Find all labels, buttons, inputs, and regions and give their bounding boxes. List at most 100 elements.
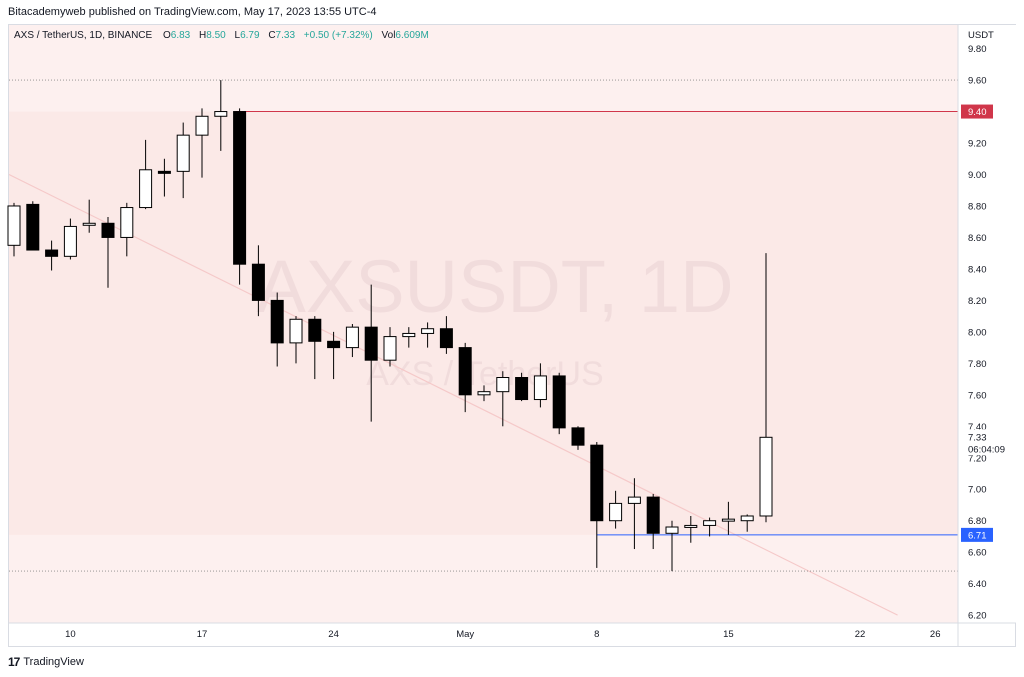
candle[interactable] xyxy=(233,108,247,285)
candle[interactable] xyxy=(251,245,265,317)
candle[interactable] xyxy=(195,108,209,178)
candle[interactable] xyxy=(515,372,529,402)
last-price-tag xyxy=(961,429,1015,456)
candle[interactable] xyxy=(684,515,698,543)
resistance-price-tag xyxy=(961,104,993,119)
candle-body xyxy=(571,427,585,446)
legend-o-label: O xyxy=(163,30,171,41)
candle-body xyxy=(552,375,566,429)
candle[interactable] xyxy=(327,331,341,380)
candle[interactable] xyxy=(439,316,453,354)
candle[interactable] xyxy=(458,342,472,413)
tradingview-logo-icon: 17 xyxy=(8,655,20,669)
time-tick-label: 22 xyxy=(855,629,866,640)
candle[interactable] xyxy=(308,316,322,380)
candle-body xyxy=(627,496,641,504)
candle[interactable] xyxy=(477,385,491,402)
candle[interactable] xyxy=(289,316,303,364)
price-tick-label: 8.00 xyxy=(968,327,987,338)
price-tick-label: 7.40 xyxy=(968,422,987,433)
candle-body xyxy=(139,169,153,209)
candle[interactable] xyxy=(7,202,21,257)
candle[interactable] xyxy=(627,478,641,550)
time-tick-label: 15 xyxy=(723,629,734,640)
candle[interactable] xyxy=(402,327,416,348)
price-tick-label: 8.60 xyxy=(968,233,987,244)
candle[interactable] xyxy=(26,201,40,251)
price-tick-label: 7.80 xyxy=(968,359,987,370)
candle-body xyxy=(63,225,77,257)
time-tick-label: 17 xyxy=(197,629,208,640)
footer: 17 TradingView xyxy=(8,655,84,669)
candle[interactable] xyxy=(740,514,754,532)
support-price-tag xyxy=(961,527,993,542)
candle[interactable] xyxy=(590,442,604,568)
candle-body xyxy=(646,496,660,534)
candle[interactable] xyxy=(82,199,96,233)
candle[interactable] xyxy=(45,240,59,271)
candle[interactable] xyxy=(665,520,679,572)
candle[interactable] xyxy=(421,322,435,348)
price-tick-label: 9.20 xyxy=(968,139,987,150)
candle-body xyxy=(703,520,717,526)
candle[interactable] xyxy=(63,218,77,260)
price-tick-label: 6.20 xyxy=(968,611,987,622)
candle[interactable] xyxy=(139,139,153,210)
candle-body xyxy=(233,111,247,265)
candle-body xyxy=(515,377,529,401)
candle-body xyxy=(120,207,134,238)
candle[interactable] xyxy=(383,327,397,367)
time-tick-label: 24 xyxy=(328,629,339,640)
legend-l-label: L xyxy=(235,30,241,41)
candle[interactable] xyxy=(552,372,566,435)
candle-body xyxy=(45,249,59,257)
diagonal-trendline xyxy=(8,173,898,616)
candle[interactable] xyxy=(364,284,378,422)
candle-body xyxy=(590,444,604,522)
svg-text:AXS / TetherUS, 1D, BINANCE: AXS / TetherUS, 1D, BINANCE O6.83 H8.50 … xyxy=(14,30,429,41)
support-price-label: 6.71 xyxy=(968,530,987,541)
candle[interactable] xyxy=(703,517,717,537)
price-tick-label: 7.60 xyxy=(968,390,987,401)
candle-body xyxy=(383,336,397,361)
candle-body xyxy=(439,328,453,349)
candle[interactable] xyxy=(759,253,773,523)
legend-high: 8.50 xyxy=(206,30,226,41)
candle[interactable] xyxy=(176,122,190,199)
legend-close: 7.33 xyxy=(276,30,296,41)
candle-body xyxy=(402,332,416,338)
candle[interactable] xyxy=(646,493,660,550)
candle[interactable] xyxy=(214,80,228,151)
publish-info: Bitacademyweb published on TradingView.c… xyxy=(8,6,377,18)
candle-body xyxy=(327,340,341,349)
candle-body xyxy=(101,222,115,238)
candle[interactable] xyxy=(609,490,623,529)
legend-volume: 6.609M xyxy=(395,30,428,41)
candle-body xyxy=(609,502,623,522)
candle[interactable] xyxy=(721,501,735,535)
watermark-title: AXSUSDT, 1D xyxy=(256,245,733,328)
candle-body xyxy=(345,326,359,349)
price-tick-label: 6.80 xyxy=(968,516,987,527)
price-tick-label: 9.00 xyxy=(968,170,987,181)
candle-body xyxy=(533,375,547,401)
bar-countdown-label: 06:04:09 xyxy=(968,444,1005,455)
candle[interactable] xyxy=(496,371,510,427)
price-tick-label: 6.60 xyxy=(968,548,987,559)
candle[interactable] xyxy=(270,292,284,367)
candle-body xyxy=(7,205,21,246)
candle-body xyxy=(82,222,96,226)
candle[interactable] xyxy=(120,202,134,257)
watermark-subtitle: AXS / TetherUS xyxy=(366,355,604,393)
candle[interactable] xyxy=(533,363,547,408)
candle-body xyxy=(251,263,265,301)
candle[interactable] xyxy=(101,216,115,288)
time-tick-label: May xyxy=(456,629,474,640)
candle[interactable] xyxy=(571,426,585,450)
candle[interactable] xyxy=(157,158,171,197)
price-tick-label: 7.20 xyxy=(968,453,987,464)
candle-body xyxy=(496,377,510,393)
candle-body xyxy=(195,115,209,136)
candle[interactable] xyxy=(345,324,359,358)
